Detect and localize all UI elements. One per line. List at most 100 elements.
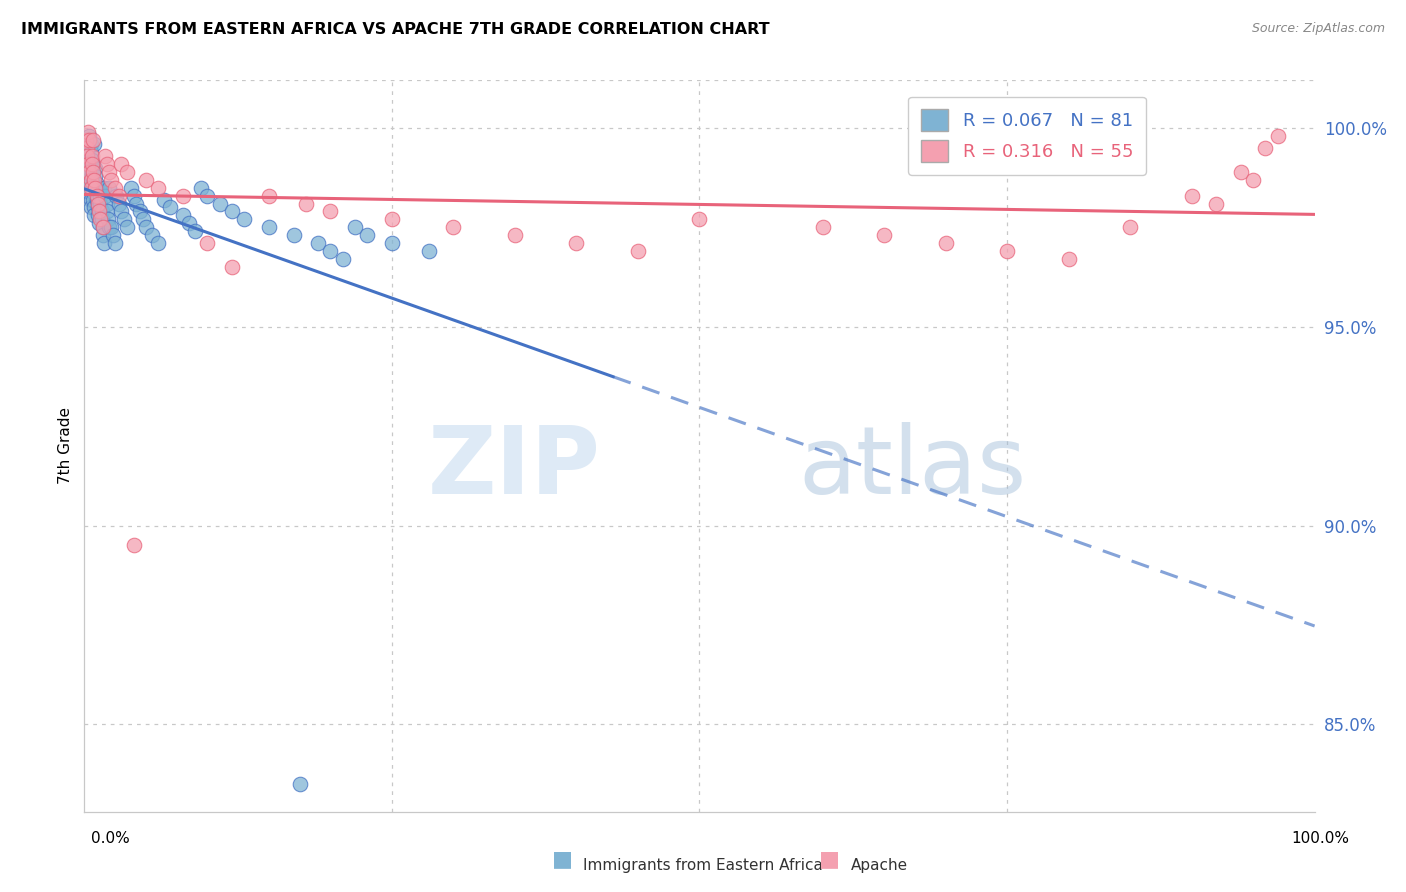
Point (135, 220, 157, 235)
Point (117, 220, 139, 235)
Text: Apache: Apache (851, 858, 908, 872)
Text: Source: ZipAtlas.com: Source: ZipAtlas.com (1251, 22, 1385, 36)
Point (79, 180, 101, 194)
Point (283, 228, 305, 243)
Point (689, 212, 711, 227)
Point (1241, 172, 1264, 186)
Point (79, 185, 101, 199)
Point (105, 188, 128, 202)
Point (87, 196, 110, 211)
Point (84, 169, 107, 183)
Point (125, 196, 148, 211)
Point (332, 252, 354, 267)
Point (86, 188, 108, 202)
Point (98, 180, 120, 194)
Point (82, 185, 104, 199)
Point (87, 180, 111, 194)
Point (76, 141, 98, 155)
Point (132, 212, 155, 227)
Point (76, 141, 98, 155)
Point (120, 180, 142, 194)
Point (108, 188, 131, 202)
Point (79, 193, 101, 207)
Point (172, 188, 194, 202)
Point (82, 164, 104, 178)
Text: ■: ■ (553, 849, 572, 869)
Point (79, 136, 101, 151)
Y-axis label: 7th Grade: 7th Grade (58, 408, 73, 484)
Point (77, 157, 100, 171)
Point (1254, 141, 1277, 155)
Point (77, 153, 100, 167)
Point (98, 220, 120, 235)
Point (112, 212, 135, 227)
Point (122, 538, 145, 552)
Point (82, 193, 104, 207)
Point (84, 161, 107, 175)
Point (83, 201, 105, 215)
Point (80, 149, 103, 163)
Point (122, 188, 145, 202)
Point (104, 180, 127, 194)
Point (110, 157, 132, 171)
Point (197, 188, 219, 202)
Point (257, 188, 280, 202)
Point (190, 180, 212, 194)
Point (135, 172, 157, 186)
Point (79, 133, 101, 147)
Point (89, 188, 111, 202)
Point (1057, 252, 1080, 267)
Point (79, 201, 101, 215)
Point (100, 220, 122, 235)
Point (96, 196, 118, 211)
Point (93, 180, 115, 194)
Point (77, 169, 100, 183)
Point (83, 209, 105, 223)
Point (117, 164, 139, 178)
Legend: R = 0.067   N = 81, R = 0.316   N = 55: R = 0.067 N = 81, R = 0.316 N = 55 (908, 96, 1146, 175)
Point (79, 164, 101, 178)
Point (80, 169, 103, 183)
Point (995, 244, 1018, 259)
Point (356, 228, 378, 243)
Point (319, 204, 342, 219)
Point (94, 188, 117, 202)
Point (319, 244, 342, 259)
Point (77, 161, 100, 175)
Point (172, 209, 194, 223)
Point (257, 220, 280, 235)
Point (87, 201, 110, 215)
Point (83, 172, 105, 186)
Point (108, 196, 131, 211)
Point (75, 133, 97, 147)
Point (1181, 188, 1204, 202)
Point (79, 172, 101, 186)
Point (84, 180, 107, 194)
Point (86, 177, 108, 191)
Point (87, 204, 111, 219)
Point (89, 212, 111, 227)
Point (418, 244, 440, 259)
Point (83, 136, 105, 151)
Point (91, 220, 114, 235)
Text: atlas: atlas (799, 422, 1026, 514)
Point (87, 216, 111, 230)
Point (148, 236, 170, 251)
Point (100, 172, 122, 186)
Point (101, 228, 124, 243)
Text: ■: ■ (820, 849, 839, 869)
Point (197, 236, 219, 251)
Point (208, 196, 231, 211)
Point (177, 216, 200, 230)
Point (93, 236, 115, 251)
Point (89, 196, 111, 211)
Text: Immigrants from Eastern Africa: Immigrants from Eastern Africa (583, 858, 824, 872)
Point (104, 236, 127, 251)
Point (233, 212, 256, 227)
Point (935, 236, 957, 251)
Point (90, 204, 112, 219)
Point (82, 133, 104, 147)
Point (91, 228, 114, 243)
Point (97, 212, 120, 227)
Point (873, 228, 896, 243)
